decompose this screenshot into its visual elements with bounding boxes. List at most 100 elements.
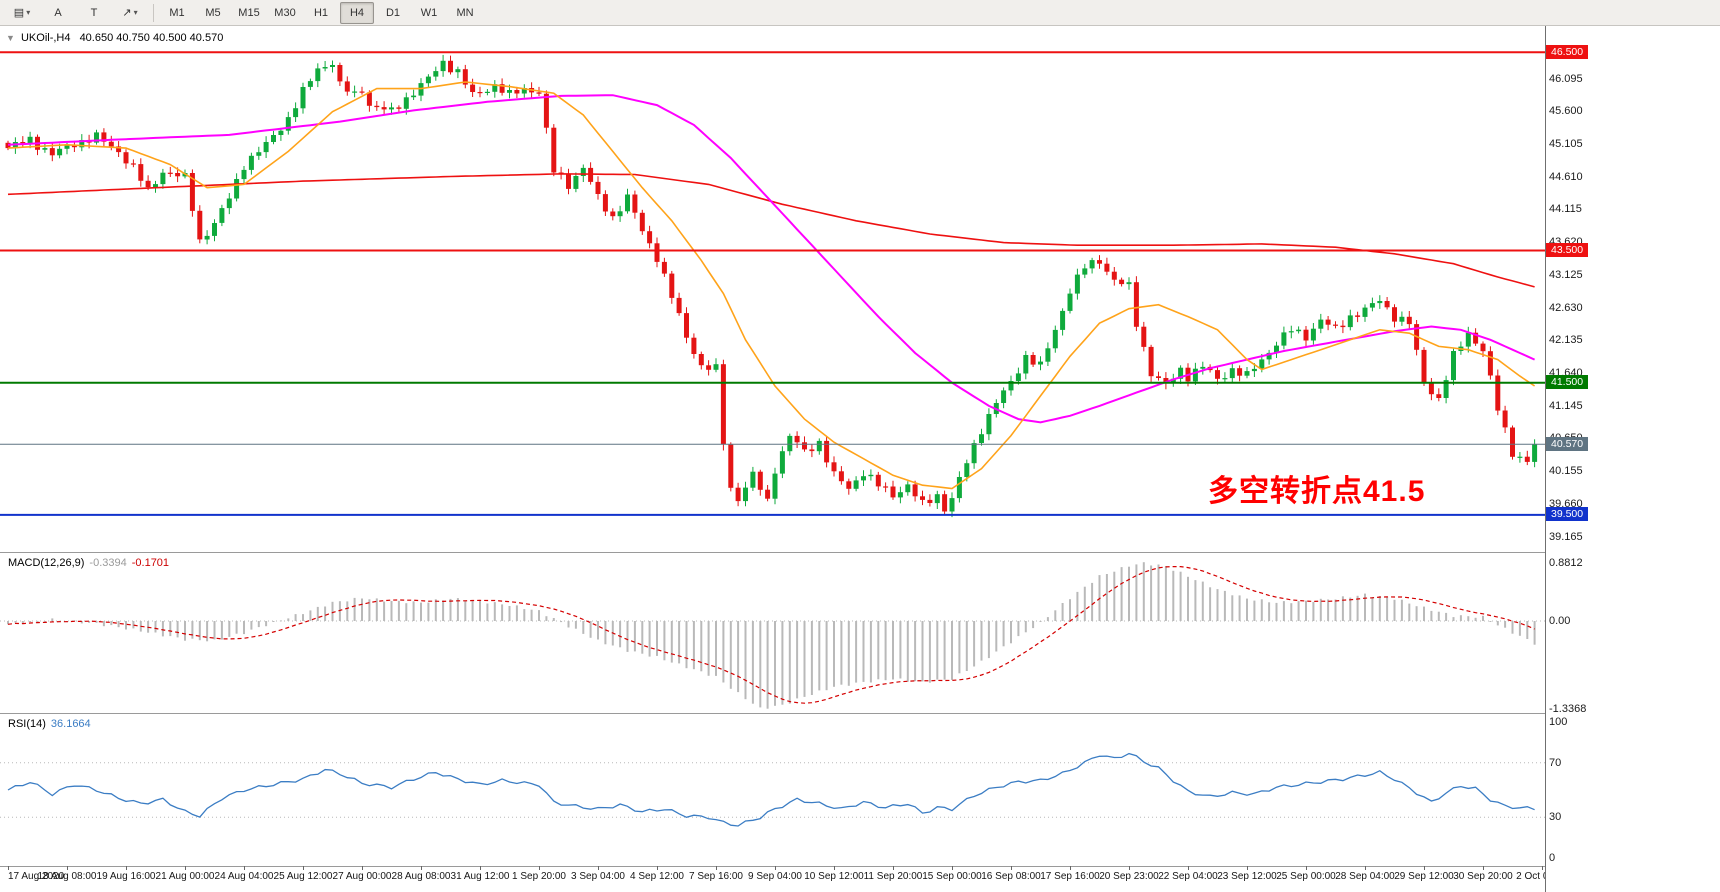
time-tick-mark bbox=[598, 866, 599, 870]
hline-price-badge: 40.570 bbox=[1546, 437, 1589, 451]
time-axis-label: 11 Sep 20:00 bbox=[863, 871, 923, 882]
time-axis-label: 28 Sep 04:00 bbox=[1335, 871, 1395, 882]
time-tick-mark bbox=[185, 866, 186, 870]
price-tick-label: 39.165 bbox=[1549, 531, 1583, 543]
time-tick-mark bbox=[1483, 866, 1484, 870]
text-box-button[interactable]: T bbox=[90, 6, 98, 19]
arrow-draw-button[interactable]: ↗ ▾ bbox=[122, 6, 138, 19]
time-tick-mark bbox=[539, 866, 540, 870]
time-axis-label: 29 Sep 12:00 bbox=[1394, 871, 1454, 882]
time-axis-label: 21 Aug 00:00 bbox=[155, 871, 215, 882]
rsi-label: RSI(14) 36.1664 bbox=[8, 718, 91, 730]
timeframe-D1-button[interactable]: D1 bbox=[385, 6, 401, 19]
price-tick-label: 41.145 bbox=[1549, 400, 1583, 412]
symbol-period-label: UKOil-,H4 bbox=[20, 32, 71, 44]
time-tick-mark bbox=[480, 866, 481, 870]
timeframe-MN-button[interactable]: MN bbox=[456, 6, 474, 19]
time-axis-label: 20 Sep 23:00 bbox=[1099, 871, 1159, 882]
price-tick-label: 43.125 bbox=[1549, 269, 1583, 281]
time-tick-mark bbox=[775, 866, 776, 870]
time-tick-mark bbox=[1542, 866, 1543, 870]
time-tick-mark bbox=[893, 866, 894, 870]
timeframe-M1-button[interactable]: M1 bbox=[169, 6, 185, 19]
time-axis-label: 22 Sep 04:00 bbox=[1158, 871, 1218, 882]
time-tick-mark bbox=[952, 866, 953, 870]
time-tick-mark bbox=[657, 866, 658, 870]
macd-main-value: -0.3394 bbox=[89, 557, 127, 569]
main-toolbar: ▤ ▾ A T ↗ ▾ M1 M5 M15 M30 H1 H4 D1 W1 MN bbox=[0, 0, 1720, 26]
time-tick-mark bbox=[1247, 866, 1248, 870]
timeframe-M5-button[interactable]: M5 bbox=[205, 6, 221, 19]
time-axis-label: 9 Sep 04:00 bbox=[748, 871, 802, 882]
macd-panel-separator[interactable] bbox=[0, 552, 1720, 553]
time-tick-mark bbox=[1129, 866, 1130, 870]
rsi-axis-label: 30 bbox=[1549, 811, 1562, 823]
time-tick-mark bbox=[1365, 866, 1366, 870]
symbol-ohlc-title: ▼ UKOil-,H4 40.650 40.750 40.500 40.570 bbox=[6, 32, 223, 44]
object-tools-group: ▤ ▾ A T ↗ ▾ bbox=[4, 1, 148, 24]
time-axis-label: 25 Aug 12:00 bbox=[273, 871, 333, 882]
time-tick-mark bbox=[126, 866, 127, 870]
rsi-axis-label: 0 bbox=[1549, 852, 1556, 864]
time-tick-mark bbox=[1070, 866, 1071, 870]
time-axis-label: 25 Sep 00:00 bbox=[1276, 871, 1336, 882]
price-axis[interactable] bbox=[1545, 26, 1720, 892]
macd-label: MACD(12,26,9) -0.3394 -0.1701 bbox=[8, 557, 169, 569]
time-axis-label: 15 Sep 00:00 bbox=[922, 871, 982, 882]
time-tick-mark bbox=[1424, 866, 1425, 870]
time-axis-separator bbox=[0, 866, 1720, 867]
price-tick-label: 46.095 bbox=[1549, 73, 1583, 85]
hline-price-badge: 39.500 bbox=[1546, 507, 1589, 521]
collapse-chart-icon[interactable]: ▼ bbox=[6, 33, 15, 43]
macd-panel[interactable] bbox=[0, 553, 1545, 713]
timeframe-M15-button[interactable]: M15 bbox=[238, 6, 260, 19]
time-axis-label: 19 Aug 16:00 bbox=[96, 871, 156, 882]
ohlc-values: 40.650 40.750 40.500 40.570 bbox=[79, 32, 224, 44]
time-axis-label: 10 Sep 12:00 bbox=[804, 871, 864, 882]
time-tick-mark bbox=[67, 866, 68, 870]
time-axis-label: 2 Oct 00:00 bbox=[1516, 871, 1568, 882]
price-tick-label: 42.630 bbox=[1549, 302, 1583, 314]
timeframe-W1-button[interactable]: W1 bbox=[420, 6, 438, 19]
time-tick-mark bbox=[1188, 866, 1189, 870]
hline-price-badge: 43.500 bbox=[1546, 243, 1589, 257]
price-tick-label: 45.600 bbox=[1549, 105, 1583, 117]
time-axis-label: 17 Sep 16:00 bbox=[1040, 871, 1100, 882]
rsi-panel[interactable] bbox=[0, 714, 1545, 865]
time-axis-label: 27 Aug 00:00 bbox=[332, 871, 392, 882]
price-tick-label: 40.155 bbox=[1549, 465, 1583, 477]
time-tick-mark bbox=[244, 866, 245, 870]
timeframe-H1-button[interactable]: H1 bbox=[313, 6, 329, 19]
macd-axis-label: -1.3368 bbox=[1549, 703, 1587, 715]
time-axis-label: 7 Sep 16:00 bbox=[689, 871, 743, 882]
chart-objects-button[interactable]: ▤ ▾ bbox=[13, 6, 31, 19]
time-tick-mark bbox=[303, 866, 304, 870]
time-axis-label: 17 Aug 2020 bbox=[8, 871, 65, 882]
time-axis-label: 24 Aug 04:00 bbox=[214, 871, 274, 882]
time-axis-label: 31 Aug 12:00 bbox=[450, 871, 510, 882]
time-axis-label: 28 Aug 08:00 bbox=[391, 871, 451, 882]
price-tick-label: 44.115 bbox=[1549, 203, 1582, 215]
main-price-chart[interactable] bbox=[0, 28, 1545, 552]
text-label-button[interactable]: A bbox=[54, 6, 62, 19]
macd-name: MACD(12,26,9) bbox=[8, 557, 85, 569]
timeframe-group: M1 M5 M15 M30 H1 H4 D1 W1 MN bbox=[159, 1, 483, 24]
hline-price-badge: 46.500 bbox=[1546, 45, 1589, 59]
toolbar-separator bbox=[153, 3, 154, 22]
time-tick-mark bbox=[362, 866, 363, 870]
time-tick-mark bbox=[421, 866, 422, 870]
macd-signal-value: -0.1701 bbox=[131, 557, 170, 569]
time-tick-mark bbox=[8, 866, 9, 870]
macd-axis-label: 0.00 bbox=[1549, 615, 1571, 627]
timeframe-H4-button[interactable]: H4 bbox=[340, 1, 374, 24]
time-axis-label: 16 Sep 08:00 bbox=[981, 871, 1041, 882]
macd-axis-label: 0.8812 bbox=[1549, 557, 1583, 569]
rsi-panel-separator[interactable] bbox=[0, 713, 1720, 714]
time-axis-label: 18 Aug 08:00 bbox=[37, 871, 97, 882]
timeframe-M30-button[interactable]: M30 bbox=[274, 6, 296, 19]
time-axis-label: 4 Sep 12:00 bbox=[630, 871, 684, 882]
rsi-value: 36.1664 bbox=[50, 718, 91, 730]
time-axis-label: 30 Sep 20:00 bbox=[1453, 871, 1513, 882]
time-axis-label: 1 Sep 20:00 bbox=[512, 871, 566, 882]
time-tick-mark bbox=[1011, 866, 1012, 870]
